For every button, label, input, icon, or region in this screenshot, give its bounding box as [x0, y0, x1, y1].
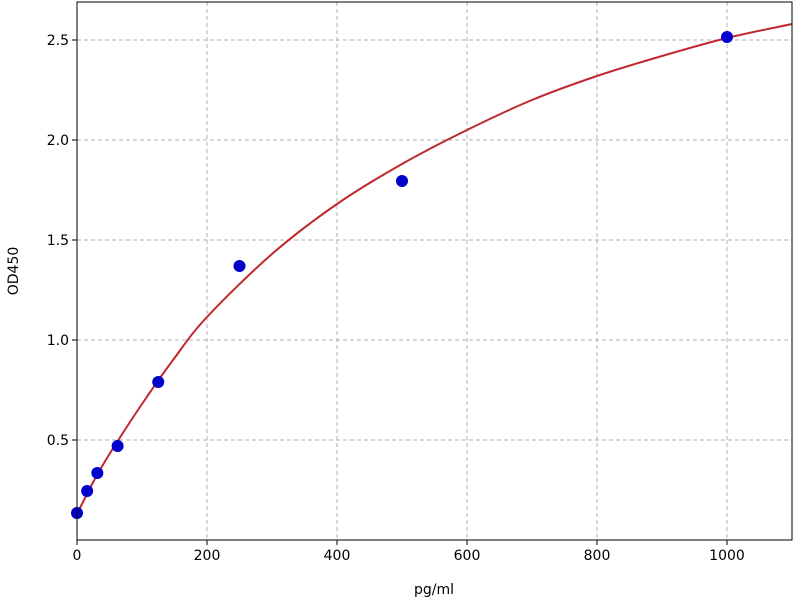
- y-tick-label: 1.5: [47, 233, 69, 249]
- x-tick-label: 1000: [709, 548, 745, 564]
- x-tick-label: 800: [584, 548, 611, 564]
- fit-curve-line: [76, 23, 793, 515]
- data-point: [91, 467, 104, 479]
- x-axis-label: pg/ml: [414, 582, 454, 598]
- grid: [77, 2, 792, 540]
- data-point: [396, 175, 408, 187]
- x-tick-label: 400: [324, 548, 351, 564]
- x-tick-label: 0: [73, 548, 82, 564]
- x-tick-label: 600: [454, 548, 481, 564]
- data-point: [81, 485, 94, 497]
- data-point: [721, 31, 733, 43]
- y-axis-label: OD450: [6, 247, 22, 296]
- y-tick-label: 0.5: [47, 433, 69, 449]
- data-point: [152, 376, 165, 388]
- y-tick-label: 2.5: [47, 33, 69, 49]
- y-tick-label: 1.0: [47, 333, 69, 349]
- data-point: [111, 440, 124, 452]
- data-point: [233, 260, 246, 272]
- x-tick-label: 200: [194, 548, 221, 564]
- y-tick-label: 2.0: [47, 133, 69, 149]
- axis-ticks: 0 200 400 600 800 1000 0.5 1.0 1.5 2.0 2.5: [47, 33, 745, 564]
- plot-frame: [76, 1, 793, 541]
- data-points: [71, 31, 733, 519]
